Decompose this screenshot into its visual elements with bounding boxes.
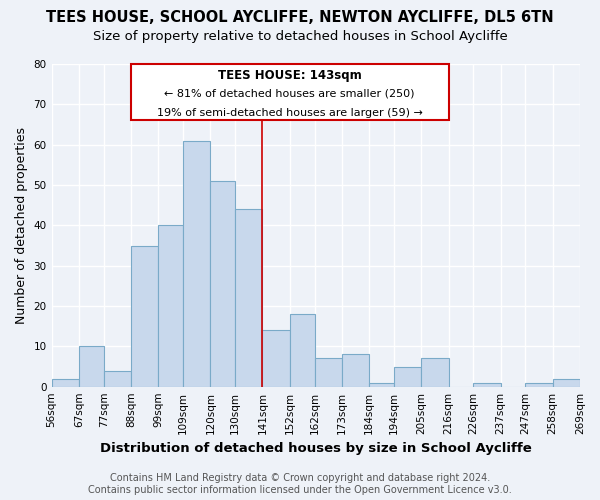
Bar: [183, 140, 211, 386]
Bar: [104, 370, 131, 386]
Bar: [131, 246, 158, 386]
Text: ← 81% of detached houses are smaller (250): ← 81% of detached houses are smaller (25…: [164, 88, 415, 98]
Bar: [211, 181, 235, 386]
Bar: [553, 378, 580, 386]
Bar: [342, 354, 369, 386]
Bar: [369, 382, 394, 386]
Bar: [290, 314, 314, 386]
Text: Contains HM Land Registry data © Crown copyright and database right 2024.
Contai: Contains HM Land Registry data © Crown c…: [88, 474, 512, 495]
Text: 19% of semi-detached houses are larger (59) →: 19% of semi-detached houses are larger (…: [157, 108, 422, 118]
Bar: [314, 358, 342, 386]
Bar: [158, 226, 183, 386]
Bar: [52, 378, 79, 386]
Bar: [421, 358, 449, 386]
Bar: [473, 382, 500, 386]
Bar: [262, 330, 290, 386]
Bar: [526, 382, 553, 386]
Text: TEES HOUSE, SCHOOL AYCLIFFE, NEWTON AYCLIFFE, DL5 6TN: TEES HOUSE, SCHOOL AYCLIFFE, NEWTON AYCL…: [46, 10, 554, 25]
Text: Size of property relative to detached houses in School Aycliffe: Size of property relative to detached ho…: [92, 30, 508, 43]
Text: TEES HOUSE: 143sqm: TEES HOUSE: 143sqm: [218, 69, 362, 82]
FancyBboxPatch shape: [131, 64, 449, 120]
Bar: [79, 346, 104, 387]
X-axis label: Distribution of detached houses by size in School Aycliffe: Distribution of detached houses by size …: [100, 442, 532, 455]
Bar: [394, 366, 421, 386]
Y-axis label: Number of detached properties: Number of detached properties: [15, 127, 28, 324]
Bar: [235, 209, 262, 386]
